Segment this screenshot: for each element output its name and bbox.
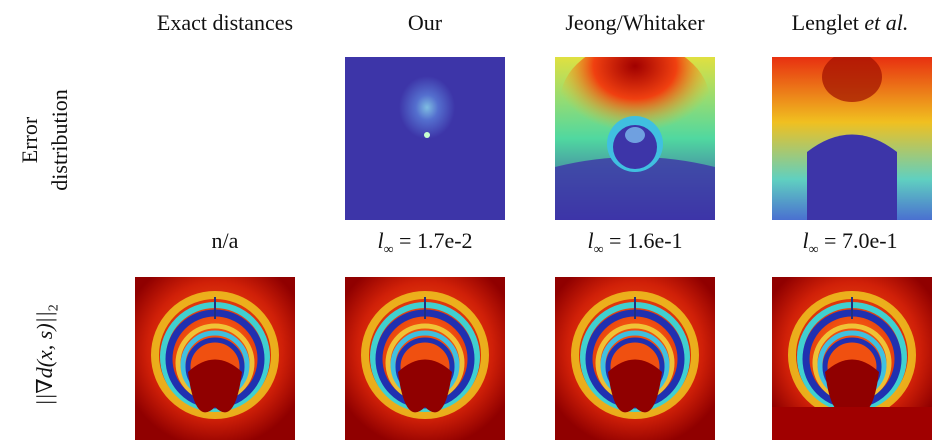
metric-value: = 1.7e-2 xyxy=(399,228,473,253)
gradient-map xyxy=(135,277,295,440)
row-label-sub: 2 xyxy=(46,304,61,311)
image xyxy=(555,277,715,440)
error-map xyxy=(772,57,932,220)
figure: Exact distances Our Jeong/Whitaker Lengl… xyxy=(0,0,941,443)
image xyxy=(555,57,715,220)
column-header: Our xyxy=(315,10,535,36)
metric: n/a xyxy=(115,228,335,254)
error-map xyxy=(555,57,715,220)
image xyxy=(772,277,932,440)
metric-sub: ∞ xyxy=(809,242,819,257)
gradient-map xyxy=(555,277,715,440)
row-label: ||∇d(x, s)||2 xyxy=(30,265,60,443)
metric-sub: ∞ xyxy=(594,242,604,257)
gradient-map xyxy=(345,277,505,440)
column-header: Lenglet et al. xyxy=(740,10,941,36)
column-name: Lenglet xyxy=(792,10,859,35)
row-label-text: ||∇d(x, s)|| xyxy=(32,311,57,406)
metric-value: = 1.6e-1 xyxy=(609,228,683,253)
column-header: Exact distances xyxy=(115,10,335,36)
metric: l∞ = 1.7e-2 xyxy=(315,228,535,258)
row-label: Error distribution xyxy=(15,70,75,210)
column-suffix: et al. xyxy=(864,10,908,35)
row-label-line: Error xyxy=(15,70,45,210)
metric-value: = 7.0e-1 xyxy=(824,228,898,253)
metric: l∞ = 1.6e-1 xyxy=(525,228,745,258)
row-label-line: distribution xyxy=(45,70,75,210)
error-map xyxy=(345,57,505,220)
image xyxy=(135,277,295,440)
gradient-map xyxy=(772,277,932,440)
metric-sub: ∞ xyxy=(384,242,394,257)
image xyxy=(772,57,932,220)
image xyxy=(345,57,505,220)
metric: l∞ = 7.0e-1 xyxy=(740,228,941,258)
column-header: Jeong/Whitaker xyxy=(525,10,745,36)
image xyxy=(345,277,505,440)
